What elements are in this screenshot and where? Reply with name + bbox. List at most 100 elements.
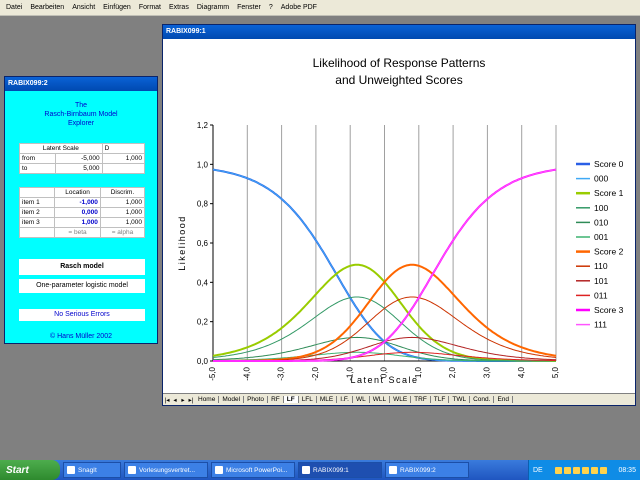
menu-item[interactable]: Diagramm bbox=[196, 4, 230, 11]
app-icon bbox=[67, 466, 75, 474]
legend-label: Score 1 bbox=[594, 188, 624, 198]
tray-app-icon[interactable] bbox=[554, 466, 562, 474]
y-tick-label: 0,2 bbox=[197, 318, 209, 327]
x-tick-label: -3,0 bbox=[277, 366, 286, 380]
y-tick-label: 0,4 bbox=[197, 278, 209, 287]
taskbar-button[interactable]: RABIX099:1 bbox=[298, 462, 382, 478]
item-3-location-cell[interactable]: 1,000 bbox=[54, 217, 101, 228]
sheet-tab[interactable]: Home bbox=[195, 396, 220, 403]
item-1-discrim-cell[interactable]: 1,000 bbox=[99, 197, 146, 208]
menu-item[interactable]: Fenster bbox=[237, 4, 261, 11]
sheet-tab[interactable]: TRF bbox=[411, 396, 431, 403]
taskbar: Start SnagIt Vorlesungsvertret... Microsof… bbox=[0, 460, 640, 480]
sheet-tab[interactable]: WL bbox=[353, 396, 370, 403]
explorer-heading-line: Explorer bbox=[67, 120, 95, 127]
sheet-tab[interactable]: Photo bbox=[244, 396, 269, 403]
menu-item[interactable]: Einfügen bbox=[103, 4, 131, 11]
sheet-tab[interactable]: LFL bbox=[299, 396, 317, 403]
explorer-window-title[interactable]: RABIX099:2 bbox=[5, 77, 157, 91]
sheet-tab[interactable]: End bbox=[494, 396, 514, 403]
taskbar-items: SnagIt Vorlesungsvertret... Microsoft Powe… bbox=[60, 462, 469, 478]
empty-cell bbox=[101, 163, 146, 174]
x-tick-label: 2,0 bbox=[448, 366, 457, 378]
legend-label: 111 bbox=[594, 320, 607, 330]
from-label: from bbox=[19, 153, 56, 164]
chart-title-line-2: and Unweighted Scores bbox=[335, 73, 462, 87]
legend-label: 011 bbox=[594, 290, 608, 300]
menu-item[interactable]: Extras bbox=[168, 4, 189, 11]
x-tick-label: -2,0 bbox=[311, 366, 320, 380]
item-3-discrim-cell[interactable]: 1,000 bbox=[99, 217, 146, 228]
sheet-tab[interactable]: MLE bbox=[317, 396, 338, 403]
chart-window-title[interactable]: RABIX099:1 bbox=[163, 25, 635, 39]
sheet-tab[interactable]: WLE bbox=[390, 396, 412, 403]
sheet-tab[interactable]: LF bbox=[283, 396, 299, 403]
item-2-discrim-cell[interactable]: 1,000 bbox=[99, 207, 146, 218]
tray-app-icon[interactable] bbox=[599, 466, 607, 474]
sheet-tab[interactable]: TWL bbox=[449, 396, 471, 403]
taskbar-button[interactable]: Vorlesungsvertret... bbox=[124, 462, 208, 478]
discrim-header: Discrim. bbox=[99, 187, 146, 198]
taskbar-button[interactable]: Microsoft PowerPoi... bbox=[211, 462, 295, 478]
item-1-label: item 1 bbox=[18, 197, 56, 208]
tray-app-icon[interactable] bbox=[581, 466, 589, 474]
sheet-tab[interactable]: Cond. bbox=[470, 396, 495, 403]
menu-bar: Datei Bearbeiten Ansicht Einfügen Format Extr… bbox=[0, 0, 640, 16]
menu-item[interactable]: ? bbox=[268, 4, 273, 11]
explorer-heading-line: The bbox=[74, 102, 88, 109]
sheet-tab[interactable]: I.F. bbox=[337, 396, 353, 403]
system-tray: DE 08:35 bbox=[528, 460, 640, 480]
app-icon bbox=[128, 466, 136, 474]
y-tick-label: 1,2 bbox=[197, 121, 209, 130]
item-3-label: item 3 bbox=[18, 217, 56, 228]
menu-item[interactable]: Format bbox=[138, 4, 161, 11]
start-button[interactable]: Start bbox=[0, 460, 60, 480]
explorer-window[interactable]: RABIX099:2 The Rasch-Birnbaum Model Expl… bbox=[4, 76, 158, 344]
item-1-location-cell[interactable]: -1,000 bbox=[54, 197, 101, 208]
clock: 08:35 bbox=[618, 466, 636, 474]
sheet-tab[interactable]: TLF bbox=[431, 396, 450, 403]
x-tick-label: 0,0 bbox=[380, 366, 389, 378]
prev-sheet-arrow-icon[interactable]: ◂ bbox=[173, 396, 177, 404]
menu-item[interactable]: Bearbeiten bbox=[30, 4, 65, 11]
error-status: No Serious Errors bbox=[19, 309, 145, 321]
item-2-label: item 2 bbox=[18, 207, 56, 218]
legend-label: 010 bbox=[594, 217, 608, 227]
menu-item[interactable]: Datei bbox=[6, 4, 23, 11]
chart-window[interactable]: RABIX099:1 Likelihood of Response Patter… bbox=[162, 24, 636, 406]
sheet-tab[interactable]: RF bbox=[268, 396, 284, 403]
legend-label: 100 bbox=[594, 203, 608, 213]
footer-blank bbox=[18, 227, 56, 238]
first-sheet-arrow-icon[interactable]: |◂ bbox=[164, 396, 170, 404]
item-2-location-cell[interactable]: 0,000 bbox=[54, 207, 101, 218]
x-tick-label: -4,0 bbox=[242, 366, 251, 380]
from-value-cell[interactable]: -5,000 bbox=[54, 153, 103, 164]
x-tick-label: 5,0 bbox=[551, 366, 560, 378]
tray-app-icon[interactable] bbox=[563, 466, 571, 474]
taskbar-button[interactable]: RABIX099:2 bbox=[385, 462, 469, 478]
last-sheet-arrow-icon[interactable]: ▸| bbox=[188, 396, 194, 404]
x-tick-label: 4,0 bbox=[517, 366, 526, 378]
to-value-cell[interactable]: 5,000 bbox=[54, 163, 103, 174]
plot-area: -5,0 -4,0 -3,0 -2,0 -1,0 0,0 1,0 2,0 3,0 4,0 5,0 0,… bbox=[177, 121, 560, 385]
legend-label: 001 bbox=[594, 232, 608, 242]
tray-icons bbox=[554, 466, 607, 474]
taskbar-button-label: RABIX099:2 bbox=[400, 466, 436, 474]
y-axis-label: Likelihood bbox=[177, 215, 187, 271]
x-axis-label: Latent Scale bbox=[350, 375, 418, 385]
app-icon bbox=[389, 466, 397, 474]
sheet-tab[interactable]: Model bbox=[219, 396, 245, 403]
explorer-sheet: The Rasch-Birnbaum Model Explorer Latent… bbox=[5, 91, 157, 343]
tray-app-icon[interactable] bbox=[590, 466, 598, 474]
taskbar-button-label: Vorlesungsvertret... bbox=[139, 466, 195, 474]
tray-app-icon[interactable] bbox=[572, 466, 580, 474]
taskbar-button[interactable]: SnagIt bbox=[63, 462, 121, 478]
next-sheet-arrow-icon[interactable]: ▸ bbox=[181, 396, 185, 404]
d-value-cell[interactable]: 1,000 bbox=[101, 153, 146, 164]
menu-item[interactable]: Ansicht bbox=[72, 4, 96, 11]
sheet-tab[interactable]: WLL bbox=[370, 396, 391, 403]
legend-label: Score 3 bbox=[594, 305, 624, 315]
latent-scale-table: Latent Scale D from -5,000 1,000 to 5,00… bbox=[19, 143, 146, 174]
language-indicator[interactable]: DE bbox=[533, 466, 543, 474]
menu-item[interactable]: Adobe PDF bbox=[280, 4, 317, 11]
